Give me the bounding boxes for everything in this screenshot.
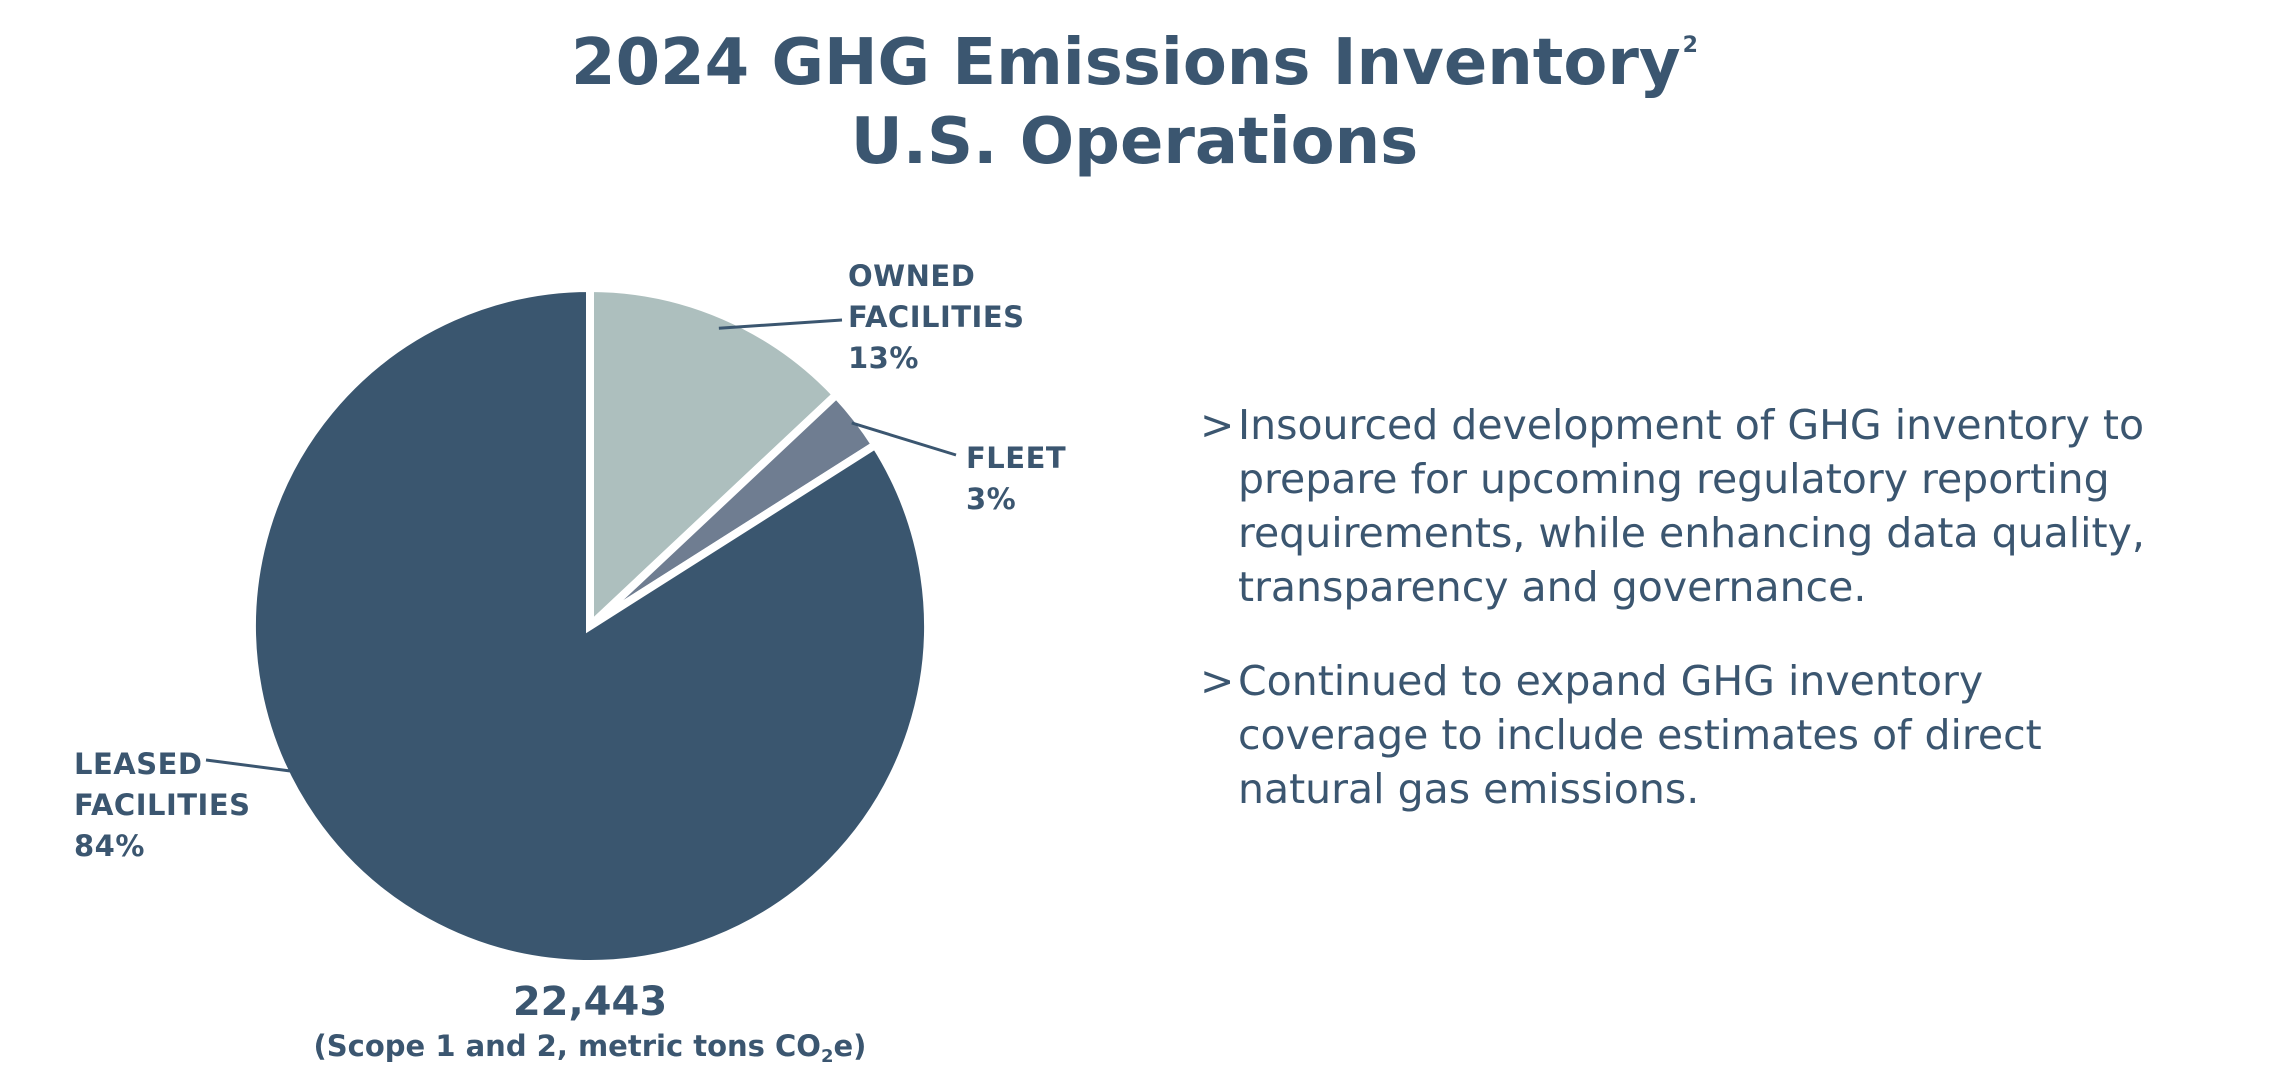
title-line-1: 2024 GHG Emissions Inventory	[571, 26, 1681, 100]
bullet-line: natural gas emissions.	[1238, 765, 1700, 813]
leader-lines	[205, 318, 957, 773]
leader-line-leased-facilities	[205, 758, 293, 773]
bullet-list: > Insourced development of GHG inventory…	[1200, 398, 2250, 856]
pie-slice-owned-facilities	[586, 283, 843, 636]
pie-slices	[248, 283, 932, 968]
owned-label-line-2: FACILITIES	[848, 300, 1025, 334]
fleet-label-pct: 3%	[966, 482, 1017, 516]
owned-label-line-1: OWNED	[848, 259, 976, 293]
leader-line-fleet	[851, 421, 957, 457]
bullet-line: Insourced development of GHG inventory t…	[1238, 401, 2145, 449]
bullet-line: requirements, while enhancing data quali…	[1238, 509, 2145, 557]
bullet-item: > Continued to expand GHG inventory cove…	[1200, 654, 2250, 816]
title-line-2: U.S. Operations	[850, 105, 1419, 179]
bullet-marker: >	[1200, 401, 1235, 449]
owned-label-pct: 13%	[848, 341, 919, 375]
total-note-before: (Scope 1 and 2, metric tons CO	[313, 1029, 821, 1063]
title-footnote: 2	[1682, 33, 1698, 58]
leased-label-line-2: FACILITIES	[74, 788, 251, 822]
chart-title: 2024 GHG Emissions Inventory2 U.S. Opera…	[0, 6, 2269, 182]
bullet-line: coverage to include estimates of direct	[1238, 711, 2042, 759]
total-value: 22,443	[512, 979, 668, 1025]
label-owned-facilities: OWNED FACILITIES 13%	[848, 256, 1025, 379]
bullet-marker: >	[1200, 657, 1235, 705]
bullet-line: prepare for upcoming regulatory reportin…	[1238, 455, 2110, 503]
bullet-line: transparency and governance.	[1238, 563, 1867, 611]
fleet-label-line-1: FLEET	[966, 441, 1067, 475]
pie-slice-leased-facilities	[248, 283, 932, 968]
bullet-line: Continued to expand GHG inventory	[1238, 657, 1984, 705]
label-leased-facilities: LEASED FACILITIES 84%	[74, 744, 251, 867]
leased-label-pct: 84%	[74, 829, 145, 863]
total-note-after: e)	[833, 1029, 867, 1063]
total-note: (Scope 1 and 2, metric tons CO2e)	[240, 1028, 940, 1075]
label-fleet: FLEET 3%	[966, 438, 1066, 520]
total-note-subscript: 2	[820, 1046, 834, 1067]
leader-line-owned-facilities	[718, 318, 843, 330]
leased-label-line-1: LEASED	[74, 747, 203, 781]
bullet-item: > Insourced development of GHG inventory…	[1200, 398, 2250, 614]
